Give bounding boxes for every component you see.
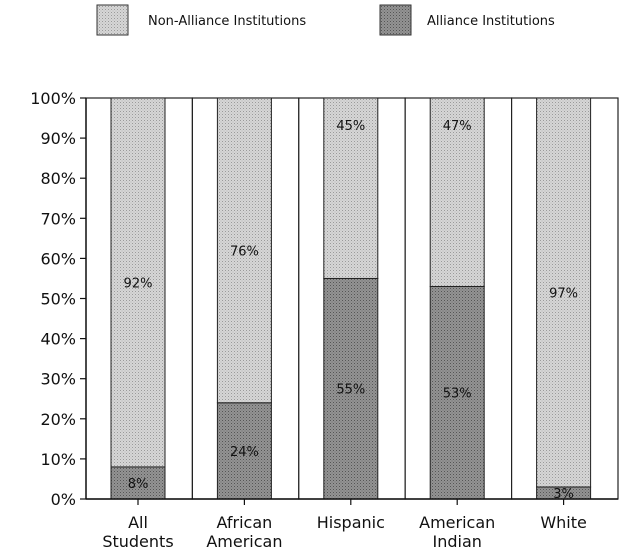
bar-non-alliance-institutions (536, 97, 592, 488)
x-category-label: All (128, 513, 148, 532)
bar-non-alliance-institutions (110, 97, 166, 468)
legend-label-alliance-institutions: Alliance Institutions (427, 14, 555, 29)
x-category-label: Indian (432, 532, 481, 551)
y-tick-label: 0% (51, 490, 76, 509)
y-tick-label: 100% (30, 89, 76, 108)
bar-non-alliance-institutions (429, 97, 485, 287)
y-tick-label: 90% (40, 129, 76, 148)
data-label-alliance-institutions: 24% (230, 445, 259, 460)
y-tick-label: 10% (40, 450, 76, 469)
bar-alliance-institutions (323, 277, 379, 500)
x-category-label: Students (102, 532, 173, 551)
data-label-non-alliance-institutions: 92% (124, 276, 153, 291)
data-label-alliance-institutions: 53% (443, 387, 472, 402)
data-label-non-alliance-institutions: 45% (336, 119, 365, 134)
y-tick-label: 70% (40, 209, 76, 228)
data-label-alliance-institutions: 55% (336, 383, 365, 398)
y-tick-label: 50% (40, 290, 76, 309)
y-tick-label: 40% (40, 330, 76, 349)
y-tick-label: 30% (40, 370, 76, 389)
x-category-label: American (419, 513, 495, 532)
bar-non-alliance-institutions (323, 97, 379, 279)
data-label-alliance-institutions: 8% (128, 477, 149, 492)
legend-swatch-alliance-institutions (379, 4, 412, 36)
legend-swatch-non-alliance-institutions (96, 4, 129, 36)
data-label-non-alliance-institutions: 76% (230, 244, 259, 259)
bar-alliance-institutions (216, 402, 272, 500)
data-label-alliance-institutions: 3% (553, 487, 574, 502)
data-label-non-alliance-institutions: 47% (443, 119, 472, 134)
bars (110, 97, 592, 500)
data-labels: 8% 92% 24% 76% 55% 45% 53% 47% 3% 97% (124, 119, 579, 502)
x-category-label: White (540, 513, 587, 532)
y-tick-label: 80% (40, 169, 76, 188)
y-axis-ticks: 0% 10% 20% 30% 40% 50% 60% 70% 80% 90% 100% (30, 89, 86, 509)
legend-label-non-alliance-institutions: Non-Alliance Institutions (148, 14, 306, 29)
bar-alliance-institutions (429, 285, 485, 500)
x-category-label: American (206, 532, 282, 551)
bar-non-alliance-institutions (216, 97, 272, 404)
x-category-label: Hispanic (317, 513, 385, 532)
y-tick-label: 60% (40, 249, 76, 268)
bar-alliance-institutions (110, 466, 166, 500)
legend: Non-Alliance Institutions Alliance Instit… (96, 4, 555, 36)
y-tick-label: 20% (40, 410, 76, 429)
x-category-label: African (217, 513, 273, 532)
data-label-non-alliance-institutions: 97% (549, 286, 578, 301)
